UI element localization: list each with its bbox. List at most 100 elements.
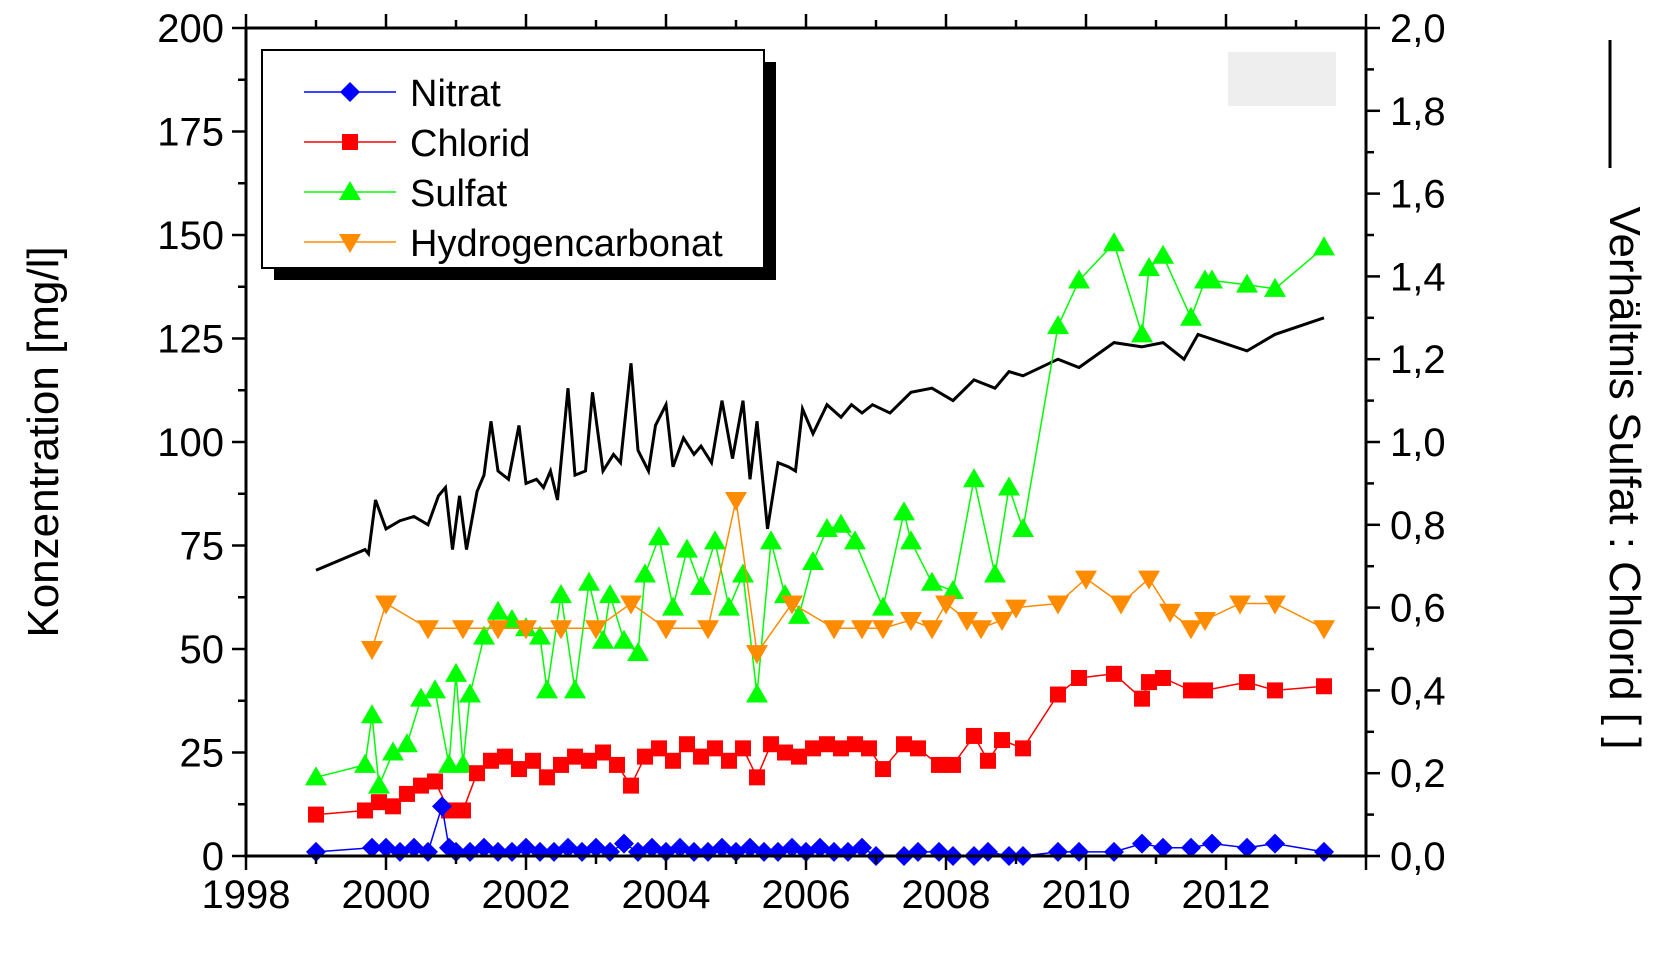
- data-point: [417, 620, 439, 640]
- legend-label: Hydrogencarbonat: [410, 223, 723, 265]
- data-point: [469, 765, 485, 782]
- data-point: [578, 571, 600, 591]
- data-point: [721, 752, 737, 769]
- data-point: [452, 753, 474, 773]
- data-point: [1229, 595, 1251, 615]
- data-point: [592, 629, 614, 649]
- data-point: [777, 744, 793, 761]
- legend-label: Sulfat: [410, 173, 508, 215]
- y-axis-title: Konzentration [mg/l]: [19, 246, 68, 637]
- data-point: [875, 761, 891, 778]
- legend-label: Nitrat: [410, 73, 501, 115]
- data-point: [585, 620, 607, 640]
- data-point: [707, 740, 723, 757]
- legend-label: Chlorid: [410, 123, 530, 165]
- data-point: [1183, 682, 1199, 699]
- data-point: [833, 740, 849, 757]
- data-point: [844, 530, 866, 550]
- data-point: [872, 620, 894, 640]
- y2-tick-label: 1,0: [1390, 421, 1446, 465]
- data-point: [994, 732, 1010, 749]
- data-point: [693, 748, 709, 765]
- data-point: [655, 620, 677, 640]
- data-point: [966, 727, 982, 744]
- x-tick-label: 2002: [482, 873, 571, 917]
- data-point: [980, 752, 996, 769]
- data-point: [354, 753, 376, 773]
- legend-marker: [339, 234, 361, 253]
- data-point: [627, 642, 649, 662]
- data-point: [697, 620, 719, 640]
- data-point: [819, 736, 835, 753]
- data-point: [487, 620, 509, 640]
- data-point: [1194, 612, 1216, 632]
- legend-marker: [339, 181, 361, 200]
- y-tick-label: 175: [157, 111, 224, 155]
- data-point: [921, 620, 943, 640]
- y2-tick-label: 1,4: [1390, 255, 1446, 299]
- data-point: [1316, 678, 1332, 695]
- data-point: [851, 620, 873, 640]
- data-point: [368, 774, 390, 794]
- x-tick-label: 1998: [202, 873, 291, 917]
- data-point: [396, 733, 418, 753]
- data-point: [900, 530, 922, 550]
- data-point: [515, 620, 537, 640]
- data-point: [1159, 603, 1181, 623]
- data-point: [749, 769, 765, 786]
- x-tick-label: 2000: [342, 873, 431, 917]
- data-point: [553, 756, 569, 773]
- data-point: [763, 736, 779, 753]
- data-point: [1202, 833, 1222, 854]
- y-tick-label: 100: [157, 421, 224, 465]
- data-point: [525, 752, 541, 769]
- data-point: [1313, 620, 1335, 640]
- data-point: [1015, 740, 1031, 757]
- data-point: [1267, 682, 1283, 699]
- data-point: [1138, 570, 1160, 590]
- y2-tick-label: 0,2: [1390, 752, 1446, 796]
- data-point: [746, 645, 768, 665]
- data-point: [413, 777, 429, 794]
- series-line: [315, 316, 1325, 572]
- data-point: [567, 748, 583, 765]
- data-point: [1265, 833, 1285, 854]
- y2-axis-title: Verhältnis Sulfat : Chlorid [ ]: [1600, 207, 1649, 750]
- data-point: [998, 476, 1020, 496]
- data-point: [1181, 837, 1201, 858]
- y-tick-label: 125: [157, 318, 224, 362]
- data-point: [984, 563, 1006, 583]
- x-tick-label: 2004: [622, 873, 711, 917]
- data-point: [399, 785, 415, 802]
- data-point: [788, 604, 810, 624]
- data-point: [599, 584, 621, 604]
- data-point: [1110, 595, 1132, 615]
- data-point: [382, 741, 404, 761]
- series-line: [371, 499, 1325, 656]
- data-point: [424, 679, 446, 699]
- data-point: [1180, 620, 1202, 640]
- y-tick-label: 25: [180, 732, 225, 776]
- y2-tick-label: 0,6: [1390, 587, 1446, 631]
- y2-tick-label: 0,4: [1390, 669, 1446, 713]
- data-point: [634, 563, 656, 583]
- data-point: [781, 595, 803, 615]
- data-point: [614, 833, 634, 854]
- data-point: [550, 620, 572, 640]
- data-point: [805, 740, 821, 757]
- data-point: [1005, 599, 1027, 619]
- data-point: [718, 596, 740, 616]
- data-point: [1237, 837, 1257, 858]
- data-point: [991, 612, 1013, 632]
- series-hydrogencarbonat: [361, 491, 1335, 665]
- axes: 1998 2000 2002 2004 2006 2008 2010 2012 0 25 50 75 1…: [157, 7, 1445, 917]
- y-tick-label: 0: [202, 835, 224, 879]
- data-point: [410, 687, 432, 707]
- data-point: [1103, 232, 1125, 252]
- series-chlorid: [308, 665, 1332, 823]
- data-point: [648, 526, 670, 546]
- data-point: [529, 625, 551, 645]
- data-point: [1236, 273, 1258, 293]
- series-sulfat: [305, 232, 1335, 794]
- data-point: [823, 620, 845, 640]
